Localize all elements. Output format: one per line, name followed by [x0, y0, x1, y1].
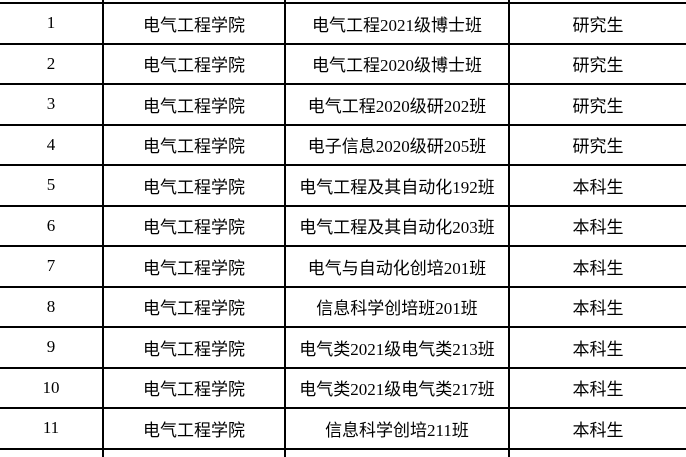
row-number-cell: 11: [0, 407, 104, 450]
partial-cell: [508, 447, 686, 457]
student-type-cell: 研究生: [508, 123, 686, 166]
partial-cell: [284, 447, 510, 457]
student-type-cell: 本科生: [508, 407, 686, 450]
class-name-cell: 电气工程2020级博士班: [284, 42, 510, 85]
class-name-cell: 电气工程2021级博士班: [284, 2, 510, 45]
table-row: 1 电气工程学院 电气工程2021级博士班 研究生: [0, 2, 686, 45]
table-row: 7 电气工程学院 电气与自动化创培201班 本科生: [0, 245, 686, 288]
class-name-cell: 电气工程2020级研202班: [284, 83, 510, 126]
partial-cell: [0, 0, 104, 4]
row-number-cell: 2: [0, 42, 104, 85]
student-type-cell: 研究生: [508, 42, 686, 85]
student-type-cell: 本科生: [508, 204, 686, 247]
table-row: 10 电气工程学院 电气类2021级电气类217班 本科生: [0, 366, 686, 409]
class-name-cell: 信息科学创培班201班: [284, 285, 510, 328]
partial-row-bottom: [0, 447, 686, 457]
class-name-cell: 电气与自动化创培201班: [284, 245, 510, 288]
college-cell: 电气工程学院: [102, 204, 286, 247]
student-type-cell: 本科生: [508, 326, 686, 369]
partial-cell: [0, 447, 104, 457]
row-number-cell: 7: [0, 245, 104, 288]
college-cell: 电气工程学院: [102, 42, 286, 85]
college-cell: 电气工程学院: [102, 2, 286, 45]
partial-cell: [284, 0, 510, 4]
table-row: 8 电气工程学院 信息科学创培班201班 本科生: [0, 285, 686, 328]
row-number-cell: 1: [0, 2, 104, 45]
student-type-cell: 研究生: [508, 2, 686, 45]
partial-cell: [102, 447, 286, 457]
class-name-cell: 电气类2021级电气类213班: [284, 326, 510, 369]
row-number-cell: 4: [0, 123, 104, 166]
partial-cell: [102, 0, 286, 4]
student-type-cell: 本科生: [508, 366, 686, 409]
table-row: 2 电气工程学院 电气工程2020级博士班 研究生: [0, 42, 686, 85]
table-row: 9 电气工程学院 电气类2021级电气类213班 本科生: [0, 326, 686, 369]
row-number-cell: 6: [0, 204, 104, 247]
college-cell: 电气工程学院: [102, 366, 286, 409]
table-row: 4 电气工程学院 电子信息2020级研205班 研究生: [0, 123, 686, 166]
table-row: 6 电气工程学院 电气工程及其自动化203班 本科生: [0, 204, 686, 247]
college-cell: 电气工程学院: [102, 326, 286, 369]
table-row: 5 电气工程学院 电气工程及其自动化192班 本科生: [0, 164, 686, 207]
college-cell: 电气工程学院: [102, 285, 286, 328]
row-number-cell: 3: [0, 83, 104, 126]
class-name-cell: 信息科学创培211班: [284, 407, 510, 450]
student-type-cell: 本科生: [508, 245, 686, 288]
class-name-cell: 电气工程及其自动化192班: [284, 164, 510, 207]
partial-row-top: [0, 0, 686, 4]
row-number-cell: 9: [0, 326, 104, 369]
table-row: 3 电气工程学院 电气工程2020级研202班 研究生: [0, 83, 686, 126]
student-type-cell: 本科生: [508, 164, 686, 207]
college-cell: 电气工程学院: [102, 407, 286, 450]
college-cell: 电气工程学院: [102, 83, 286, 126]
college-cell: 电气工程学院: [102, 123, 286, 166]
row-number-cell: 5: [0, 164, 104, 207]
row-number-cell: 10: [0, 366, 104, 409]
college-cell: 电气工程学院: [102, 245, 286, 288]
class-name-cell: 电气类2021级电气类217班: [284, 366, 510, 409]
class-name-cell: 电子信息2020级研205班: [284, 123, 510, 166]
row-number-cell: 8: [0, 285, 104, 328]
college-cell: 电气工程学院: [102, 164, 286, 207]
class-name-cell: 电气工程及其自动化203班: [284, 204, 510, 247]
table-row: 11 电气工程学院 信息科学创培211班 本科生: [0, 407, 686, 450]
student-type-cell: 研究生: [508, 83, 686, 126]
student-type-cell: 本科生: [508, 285, 686, 328]
partial-cell: [508, 0, 686, 4]
